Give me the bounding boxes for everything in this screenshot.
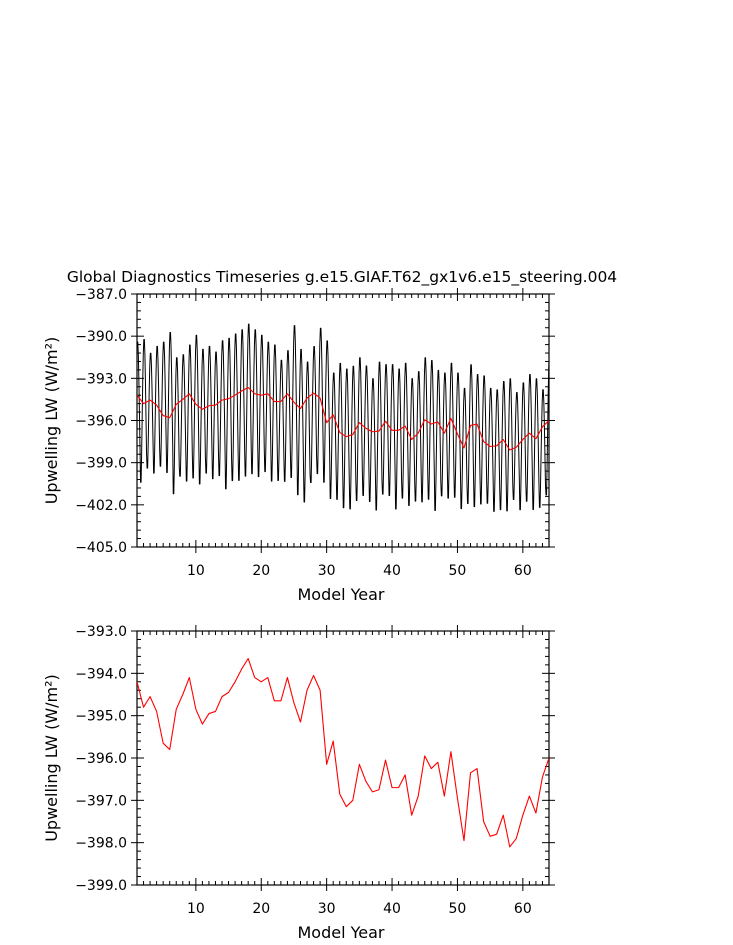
monthly-series-line [137,323,549,512]
x-tick-label: 20 [252,563,270,579]
x-tick-label: 50 [449,563,467,579]
y-tick-label: −393.0 [75,624,127,640]
x-tick-label: 10 [187,901,205,917]
plot-frame [136,630,550,886]
x-tick-label: 30 [318,901,336,917]
y-tick-label: −405.0 [75,540,127,556]
y-tick-label: −393.0 [75,371,127,387]
x-tick-label: 60 [514,563,532,579]
chart-panel-bottom: 10 20 30 40 50 60 −399.0 −398.0 −397.0 −396.0 −395… [42,624,555,942]
x-tick-label: 30 [318,563,336,579]
x-tick-label: 40 [383,563,401,579]
figure-title: Global Diagnostics Timeseries g.e15.GIAF… [67,268,617,287]
x-axis-label: Model Year [298,585,385,604]
y-tick-label: −394.0 [75,666,127,682]
y-tick-label: −402.0 [75,498,127,514]
y-tick-label: −399.0 [75,456,127,472]
x-tick-label: 60 [514,901,532,917]
y-tick-label: −390.0 [75,329,127,345]
y-tick-label: −397.0 [75,793,127,809]
y-axis-label: Upwelling LW (W/m²) [42,674,61,842]
y-tick-label: −395.0 [75,709,127,725]
annual-series-line [137,386,549,451]
y-tick-label: −396.0 [75,751,127,767]
x-tick-label: 20 [252,901,270,917]
y-tick-label: −398.0 [75,836,127,852]
x-axis-label: Model Year [298,923,385,942]
y-tick-label: −399.0 [75,878,127,894]
series-group [137,657,549,848]
x-tick-label: 40 [383,901,401,917]
y-tick-label: −396.0 [75,414,127,430]
y-axis-label: Upwelling LW (W/m²) [42,337,61,505]
y-tick-label: −387.0 [75,287,127,303]
chart-panel-top: 10 20 30 40 50 60 −405.0 −402.0 −399.0 −396.0 −393… [42,287,555,604]
series-group [137,323,549,512]
x-tick-label: 50 [449,901,467,917]
x-tick-label: 10 [187,563,205,579]
annual-series-line [137,657,549,848]
